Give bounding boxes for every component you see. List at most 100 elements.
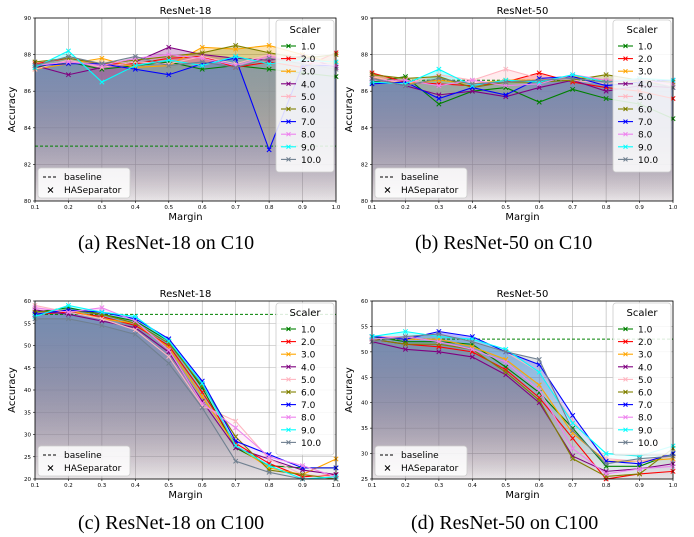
panel2-point-marker — [536, 84, 542, 91]
panel3-series-line-3.0 — [34, 309, 337, 476]
panel1-legend-marker — [286, 94, 291, 99]
panel1-point-marker — [266, 66, 272, 72]
panel3-y-tick-label: 30 — [24, 433, 31, 439]
panel3-point-marker — [99, 316, 105, 322]
panel3-x-tick-label: 0.5 — [164, 483, 173, 489]
panel4-series-line-2.0 — [371, 338, 674, 480]
panel4-point-marker — [402, 346, 408, 352]
panel4-point-marker — [503, 349, 509, 355]
panel4-point-marker — [503, 359, 509, 365]
panel3-series-line-5.0 — [34, 304, 337, 478]
panel1-legend-marker — [286, 56, 291, 61]
panel3-legend-marker — [286, 427, 291, 433]
panel2-point-marker — [536, 99, 542, 105]
panel4-legend2-baseline-label: baseline — [401, 451, 439, 461]
panel3-point-marker — [132, 327, 138, 333]
panel2-point-marker — [603, 83, 609, 89]
panel4-legend-label-3.0: 3.0 — [638, 351, 653, 361]
panel3-y-tick-label: 55 — [24, 321, 31, 327]
panel1-point-marker — [266, 50, 272, 56]
panel2-point-marker — [436, 83, 442, 89]
panel1-point-marker — [99, 55, 105, 61]
panel2-point-marker — [536, 77, 542, 83]
panel2-legend2-haseparator-label: HASeparator — [401, 186, 459, 196]
panel1-y-tick-label: 82 — [24, 162, 31, 168]
panel4-point-marker — [503, 369, 509, 375]
panel4-legend-marker — [623, 339, 628, 344]
panel1-point-marker — [99, 63, 105, 69]
panel4-point-marker — [436, 349, 442, 355]
panel4-point-marker — [436, 339, 442, 345]
panel3-x-tick-label: 0.4 — [131, 483, 140, 489]
panel4-chart-title: ResNet-50 — [497, 289, 549, 300]
panel1-y-tick-label: 88 — [24, 53, 31, 59]
panel3-y-tick-label: 35 — [24, 410, 31, 416]
panel1-legend-label-9.0: 9.0 — [301, 143, 316, 153]
panel3-point-marker — [300, 463, 306, 469]
panel1-x-tick-label: 0.3 — [98, 205, 107, 211]
panel4-x-tick-label: 0.4 — [468, 483, 477, 489]
panel3-point-marker — [166, 338, 172, 344]
panel4-y-tick-label: 35 — [361, 426, 368, 432]
panel3-point-marker — [266, 454, 272, 460]
panel4-series-area — [372, 334, 673, 479]
panel1-x-tick-label: 1.0 — [332, 205, 341, 211]
panel1-legend-label-8.0: 8.0 — [301, 131, 316, 141]
panel1-legend-label-7.0: 7.0 — [301, 118, 316, 128]
caption-b: (b) ResNet-50 on C10 — [415, 232, 593, 254]
panel2-point-marker — [503, 94, 509, 100]
panel4-point-marker — [570, 420, 576, 426]
panel2-legend-marker — [623, 157, 628, 162]
panel2-point-marker — [469, 77, 475, 83]
panel3-chart-title: ResNet-18 — [160, 289, 212, 300]
panel1-point-marker — [132, 63, 138, 69]
panel1-x-tick-label: 0.7 — [231, 205, 240, 211]
panel4-series-line-6.0 — [371, 338, 674, 478]
panel3-legend-label-10.0: 10.0 — [301, 439, 321, 449]
panel1-x-tick-label: 0.1 — [31, 205, 40, 211]
panel3-legend-label-6.0: 6.0 — [301, 389, 316, 399]
panel2-x-tick-label: 0.5 — [501, 205, 510, 211]
panel3-point-marker — [65, 302, 71, 309]
panel2-x-tick-label: 0.3 — [435, 205, 444, 211]
panel2-legend2-haseparator-marker — [384, 187, 391, 193]
panel1-legend-label-2.0: 2.0 — [301, 55, 316, 65]
panel2-point-marker — [436, 101, 442, 107]
panel1-legend-title: Scaler — [289, 25, 321, 36]
panel2-point-marker — [503, 92, 509, 98]
panel4-legend-label-10.0: 10.0 — [638, 439, 658, 449]
panel4-y-tick-label: 40 — [361, 401, 368, 407]
panel1-point-marker — [199, 63, 205, 69]
panel4-legend-marker — [623, 351, 628, 357]
panel3-point-marker — [166, 354, 172, 360]
panel4-y-tick-label: 60 — [361, 299, 368, 305]
panel3-point-marker — [300, 467, 306, 473]
panel3-point-marker — [65, 307, 71, 313]
panel4-legend-marker — [623, 389, 628, 395]
panel2-legend-marker — [623, 68, 628, 74]
panel3-x-axis-label: Margin — [168, 490, 202, 501]
panel3-x-tick-label: 0.1 — [31, 483, 40, 489]
panel1-x-tick-label: 0.6 — [198, 205, 207, 211]
panel1-chart-title: ResNet-18 — [160, 6, 212, 17]
panel1-legend-marker — [286, 157, 291, 162]
panel1-point-marker — [199, 55, 205, 61]
panel1-y-tick-label: 80 — [24, 199, 31, 205]
panel1-point-marker — [233, 42, 239, 49]
panel1-legend-label-10.0: 10.0 — [301, 156, 321, 166]
panel2-legend-marker — [623, 43, 628, 49]
panel1-point-marker — [99, 79, 105, 85]
panel1-legend-marker — [286, 81, 291, 87]
panel4-y-tick-label: 45 — [361, 375, 368, 381]
panel2-x-tick-label: 0.8 — [602, 205, 611, 211]
panel2-legend-marker — [623, 81, 628, 87]
panel4-point-marker — [469, 354, 475, 360]
panel1-legend-label-4.0: 4.0 — [301, 80, 316, 90]
panel2-legend-label-9.0: 9.0 — [638, 143, 653, 153]
panel4-point-marker — [402, 341, 408, 347]
panel2-legend-marker — [623, 94, 628, 99]
panel4-legend-label-6.0: 6.0 — [638, 389, 653, 399]
panel4-series-line-10.0 — [371, 333, 674, 465]
panel2-legend-marker — [623, 144, 628, 150]
